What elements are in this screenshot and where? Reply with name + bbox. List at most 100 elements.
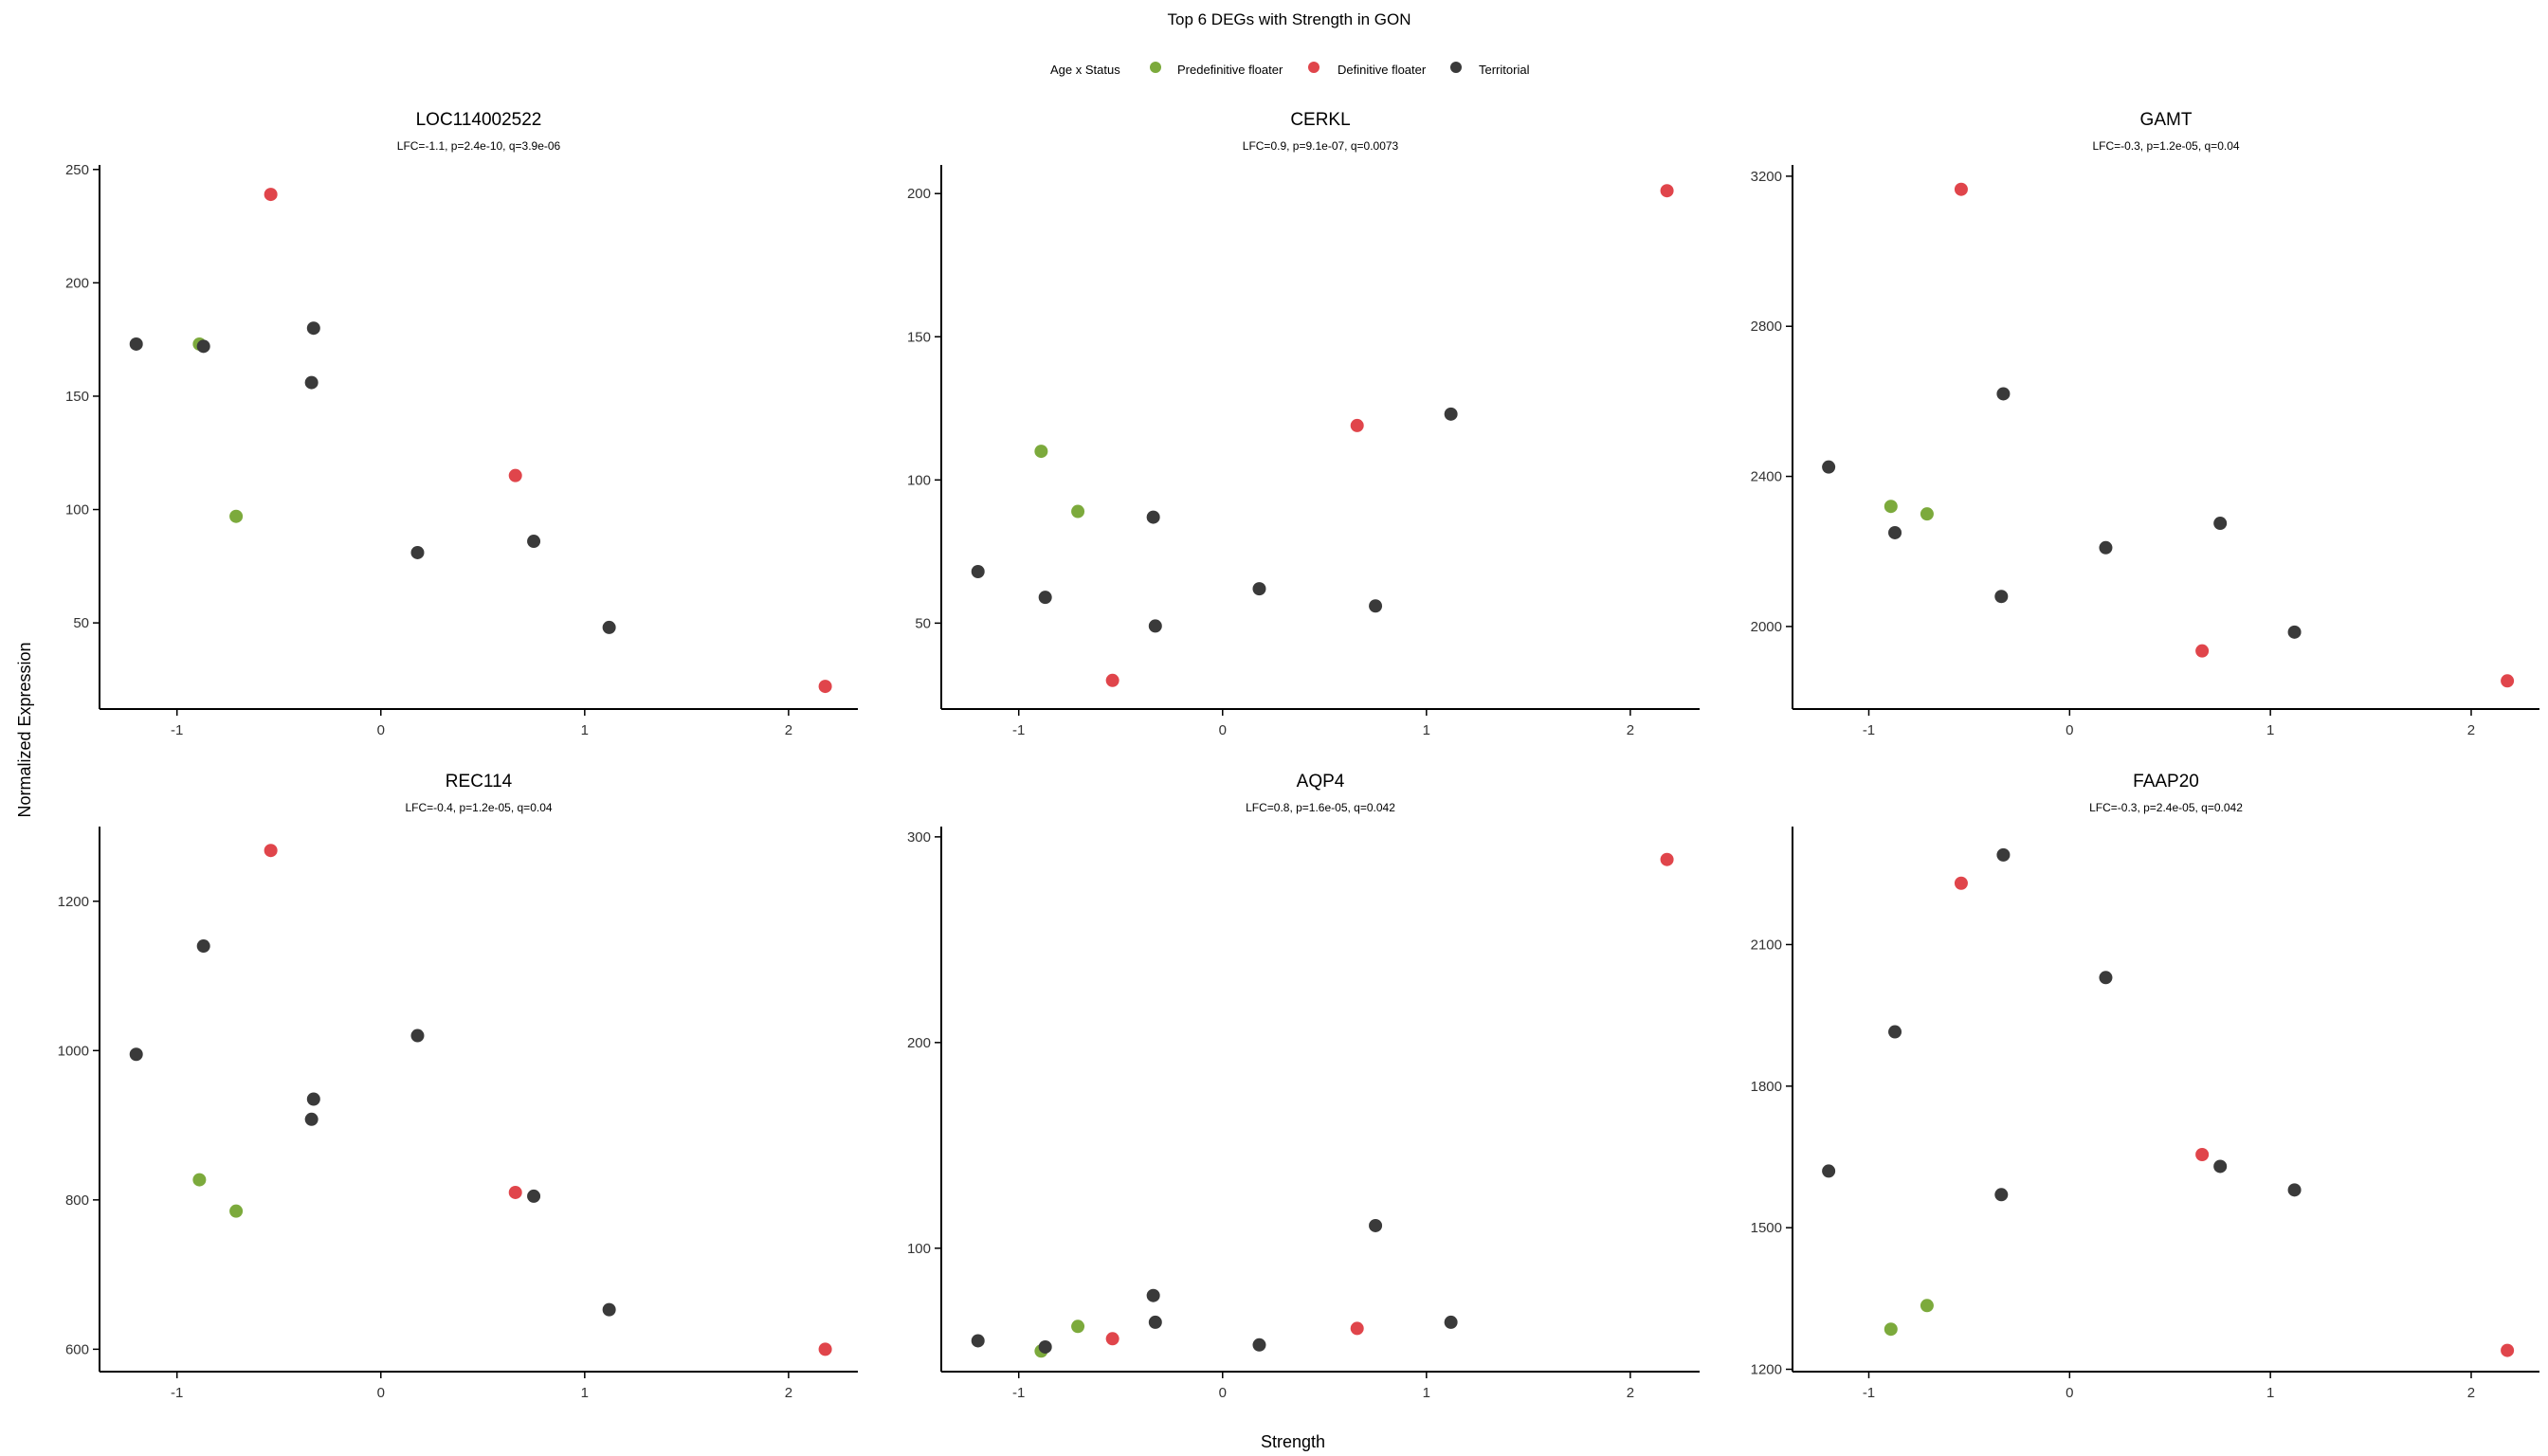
data-point <box>527 535 541 549</box>
y-tick-label: 2800 <box>1751 318 1782 335</box>
y-tick-label: 200 <box>907 1035 931 1051</box>
legend: Age x Status Predefinitive floater Defin… <box>1050 62 1530 77</box>
data-point <box>1822 460 1836 474</box>
data-point <box>410 1028 425 1043</box>
y-tick-label: 2000 <box>1751 619 1782 635</box>
data-point <box>410 545 425 559</box>
data-point <box>1822 1164 1836 1178</box>
data-point <box>1994 590 2009 604</box>
panel-subtitle: LFC=-0.3, p=1.2e-05, q=0.04 <box>2092 139 2239 153</box>
panel-subtitle: LFC=-0.4, p=1.2e-05, q=0.04 <box>405 801 552 814</box>
y-tick-label: 3200 <box>1751 169 1782 185</box>
data-point <box>2501 674 2515 688</box>
panels: LOC114002522 LFC=-1.1, p=2.4e-10, q=3.9e-… <box>58 110 2539 1401</box>
data-point <box>2099 540 2113 555</box>
y-tick-label: 1500 <box>1751 1220 1782 1236</box>
x-tick-label: 2 <box>1627 722 1634 738</box>
y-tick-label: 1000 <box>58 1043 89 1059</box>
data-point <box>196 339 210 354</box>
x-tick-label: -1 <box>171 722 183 738</box>
y-tick-label: 800 <box>65 1192 89 1209</box>
y-tick-label: 200 <box>65 275 89 291</box>
panel-subtitle: LFC=-1.1, p=2.4e-10, q=3.9e-06 <box>397 139 561 153</box>
y-tick-label: 2100 <box>1751 937 1782 953</box>
y-tick-label: 150 <box>65 389 89 405</box>
data-point <box>196 939 210 954</box>
x-tick-label: 1 <box>2266 1385 2274 1401</box>
data-point <box>1994 1188 2009 1202</box>
data-point <box>2213 517 2228 531</box>
data-point <box>1038 1339 1052 1354</box>
data-point <box>306 321 320 336</box>
x-tick-label: -1 <box>1012 722 1025 738</box>
data-point <box>1369 599 1383 613</box>
x-tick-label: 0 <box>377 1385 385 1401</box>
y-tick-label: 1200 <box>58 894 89 910</box>
data-point <box>192 1173 207 1187</box>
x-tick-label: 2 <box>2467 722 2475 738</box>
y-tick-label: 100 <box>907 1241 931 1257</box>
x-tick-label: 1 <box>581 1385 589 1401</box>
data-point <box>229 1204 244 1218</box>
y-tick-label: 300 <box>907 829 931 846</box>
data-point <box>304 375 318 390</box>
legend-swatch-territorial <box>1450 62 1462 73</box>
data-point <box>1252 1338 1266 1352</box>
data-point <box>2099 971 2113 985</box>
y-tick-label: 600 <box>65 1341 89 1357</box>
x-tick-label: 1 <box>1423 722 1430 738</box>
panel-title: AQP4 <box>1297 772 1345 792</box>
data-point <box>818 1342 832 1356</box>
data-point <box>1146 510 1160 524</box>
x-tick-label: 0 <box>1219 722 1227 738</box>
data-point <box>1105 673 1119 687</box>
y-tick-label: 2400 <box>1751 469 1782 485</box>
panel-aqp4: AQP4 LFC=0.8, p=1.6e-05, q=0.042 -1 0 1 2 100 2… <box>907 772 1700 1401</box>
data-point <box>1660 852 1674 866</box>
data-point <box>1350 418 1364 432</box>
data-point <box>1146 1288 1160 1302</box>
x-tick-label: -1 <box>1012 1385 1025 1401</box>
y-axis-title: Normalized Expression <box>15 642 34 817</box>
data-point <box>508 1185 522 1199</box>
legend-label-territorial: Territorial <box>1479 63 1530 77</box>
data-point <box>2287 625 2302 639</box>
x-tick-label: 1 <box>581 722 589 738</box>
panel-rec114: REC114 LFC=-0.4, p=1.2e-05, q=0.04 -1 0 1 2 60… <box>58 772 858 1401</box>
panel-subtitle: LFC=-0.3, p=2.4e-05, q=0.042 <box>2089 801 2243 814</box>
y-tick-label: 100 <box>65 502 89 519</box>
panel-title: REC114 <box>446 772 513 792</box>
legend-title: Age x Status <box>1050 63 1120 77</box>
panel-gamt: GAMT LFC=-0.3, p=1.2e-05, q=0.04 -1 0 1 2 2000… <box>1751 110 2539 738</box>
panel-title: LOC114002522 <box>416 110 542 130</box>
data-point <box>2501 1343 2515 1357</box>
x-tick-label: 1 <box>1423 1385 1430 1401</box>
data-point <box>2195 1147 2210 1161</box>
x-tick-label: 2 <box>2467 1385 2475 1401</box>
chart-title: Top 6 DEGs with Strength in GON <box>1168 10 1411 28</box>
data-point <box>1888 1025 1902 1039</box>
data-point <box>2213 1159 2228 1174</box>
x-tick-label: 1 <box>2266 722 2274 738</box>
data-point <box>1071 504 1085 519</box>
data-point <box>304 1112 318 1126</box>
x-tick-label: -1 <box>1863 1385 1875 1401</box>
data-point <box>1148 1315 1162 1329</box>
data-point <box>1954 876 1968 890</box>
data-point <box>1884 500 1898 514</box>
y-tick-label: 150 <box>907 329 931 345</box>
panel-subtitle: LFC=0.8, p=1.6e-05, q=0.042 <box>1246 801 1395 814</box>
data-point <box>1350 1321 1364 1336</box>
data-point <box>1444 1315 1458 1329</box>
panel-title: CERKL <box>1290 110 1350 130</box>
data-point <box>1444 407 1458 421</box>
data-point <box>264 188 278 202</box>
y-tick-label: 200 <box>907 186 931 202</box>
data-point <box>1038 591 1052 605</box>
data-point <box>1884 1322 1898 1337</box>
data-point <box>229 509 244 523</box>
y-tick-label: 50 <box>915 615 931 631</box>
data-point <box>1954 182 1968 196</box>
